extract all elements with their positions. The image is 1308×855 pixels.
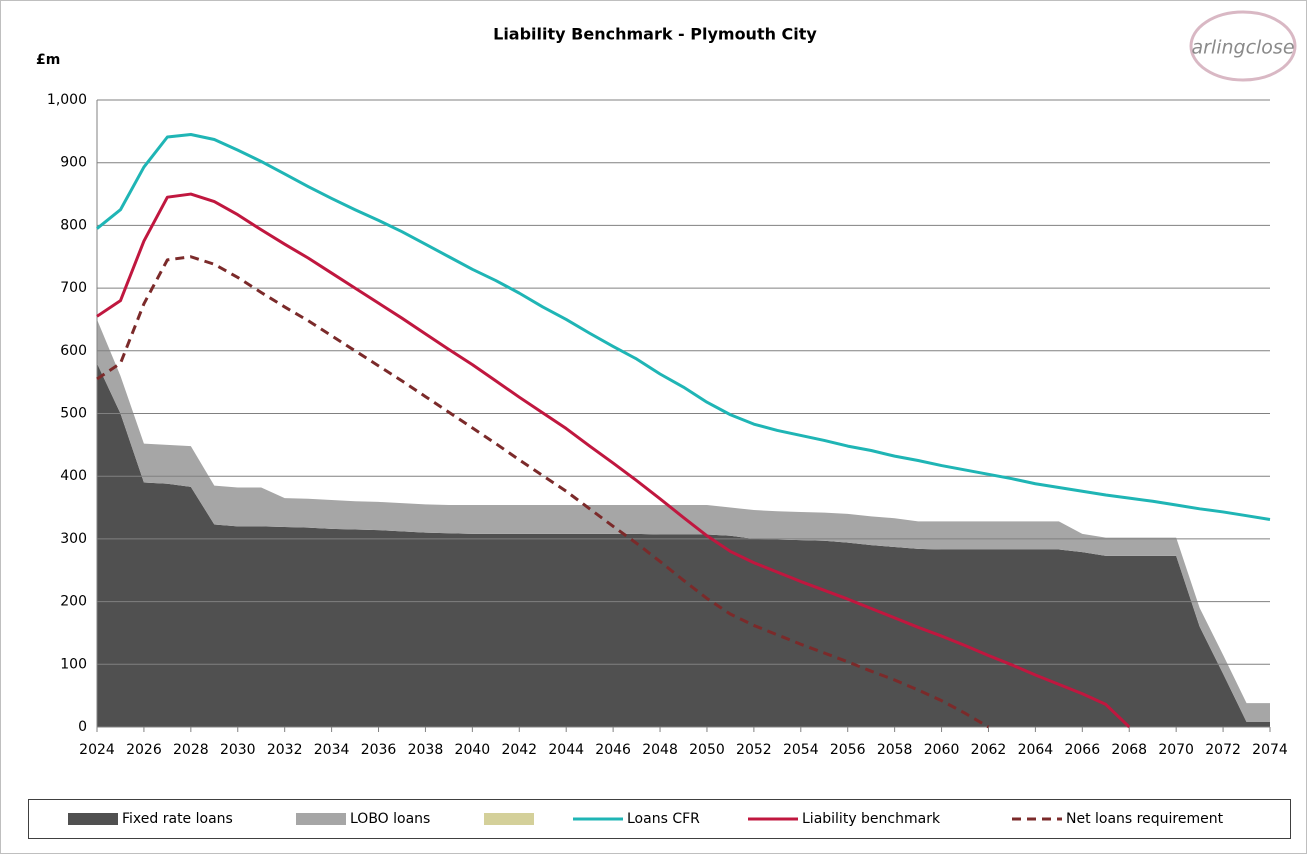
area [97, 319, 1270, 722]
line [96, 132, 1271, 521]
x-tick-label: 2026 [126, 742, 162, 758]
x-tick-label: 2034 [314, 742, 350, 758]
x-tick-label: 2054 [783, 742, 819, 758]
x-tick-label: 2030 [220, 742, 256, 758]
x-tick-label: 2048 [642, 742, 678, 758]
x-tick-label: 2074 [1252, 742, 1288, 758]
x-tick-label: 2028 [173, 742, 209, 758]
y-tick-label: 500 [60, 406, 87, 422]
chart-title: Liability Benchmark - Plymouth City [493, 25, 817, 44]
y-tick-label: 300 [60, 531, 87, 547]
x-tick-label: 2056 [830, 742, 866, 758]
legend-swatch [484, 813, 534, 825]
legend-label: Liability benchmark [802, 811, 941, 827]
y-tick-label: 400 [60, 468, 87, 484]
x-tick-label: 2060 [924, 742, 960, 758]
legend-label: Loans CFR [627, 811, 700, 827]
y-tick-label: 100 [60, 656, 87, 672]
x-tick-label: 2068 [1111, 742, 1147, 758]
y-tick-label: 700 [60, 280, 87, 296]
y-tick-label: 600 [60, 343, 87, 359]
legend-swatch [68, 813, 118, 825]
legend-label: Net loans requirement [1066, 811, 1224, 827]
x-tick-label: 2032 [267, 742, 303, 758]
x-tick-label: 2042 [501, 742, 537, 758]
x-tick-label: 2040 [455, 742, 491, 758]
x-tick-label: 2064 [1018, 742, 1054, 758]
x-tick-label: 2050 [689, 742, 725, 758]
y-tick-label: 1,000 [47, 92, 87, 108]
x-tick-label: 2062 [971, 742, 1007, 758]
line [96, 255, 990, 729]
x-tick-label: 2070 [1158, 742, 1194, 758]
x-tick-label: 2024 [79, 742, 115, 758]
x-tick-label: 2044 [548, 742, 584, 758]
line [96, 192, 1131, 729]
legend-box [28, 799, 1291, 839]
y-axis-label: £m [36, 52, 60, 68]
x-tick-label: 2058 [877, 742, 913, 758]
logo-swirl [1189, 10, 1297, 82]
y-tick-label: 0 [78, 719, 87, 735]
legend-label: Fixed rate loans [122, 811, 233, 827]
x-tick-label: 2066 [1064, 742, 1100, 758]
legend-swatch [296, 813, 346, 825]
logo: arlingclose [1191, 37, 1294, 59]
legend-label: LOBO loans [350, 811, 430, 827]
x-tick-label: 2046 [595, 742, 631, 758]
x-tick-label: 2052 [736, 742, 772, 758]
area [97, 363, 1270, 727]
x-tick-label: 2072 [1205, 742, 1241, 758]
x-tick-label: 2036 [361, 742, 397, 758]
x-tick-label: 2038 [408, 742, 444, 758]
y-tick-label: 200 [60, 594, 87, 610]
y-tick-label: 900 [60, 155, 87, 171]
y-tick-label: 800 [60, 217, 87, 233]
